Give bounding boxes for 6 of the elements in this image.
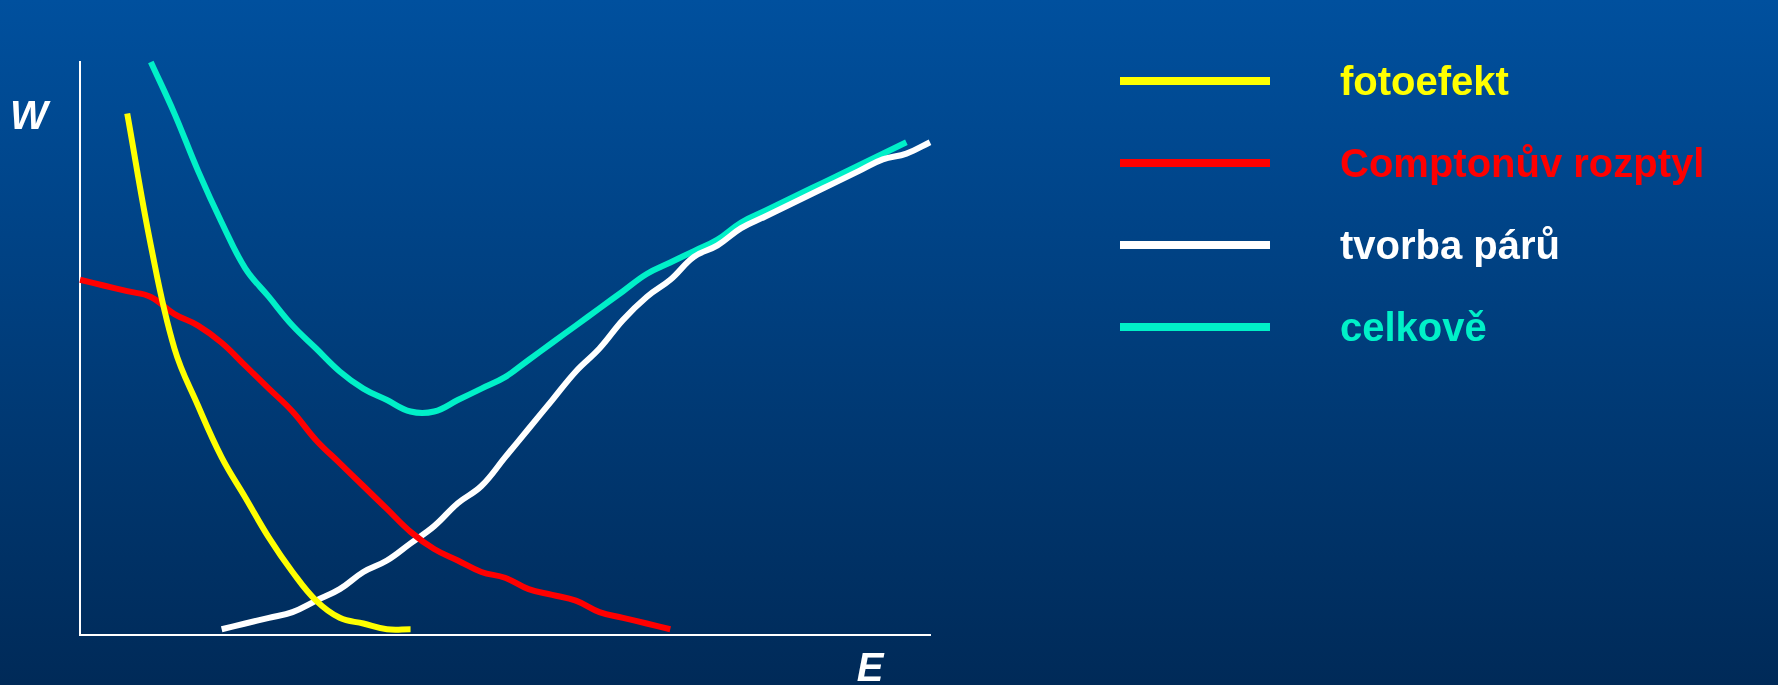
legend-label: tvorba párů <box>1340 222 1561 268</box>
y-axis-title: W <box>10 93 51 138</box>
legend-label: fotoefekt <box>1340 58 1509 104</box>
x-axis-title: E <box>856 645 885 685</box>
legend-label: celkově <box>1340 304 1487 350</box>
legend-label: Comptonův rozptyl <box>1340 140 1705 186</box>
